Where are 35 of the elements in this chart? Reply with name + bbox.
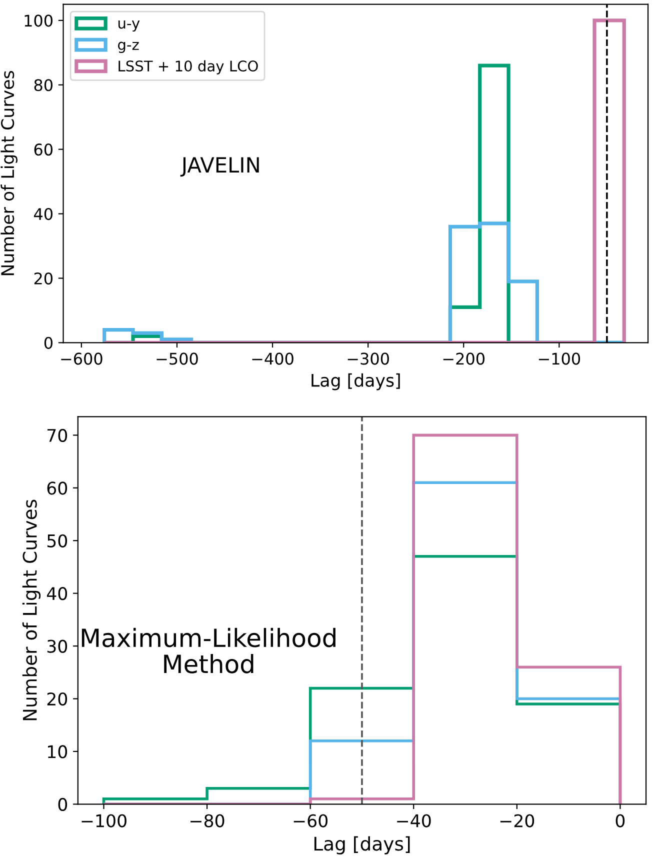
y-tick-label: 20 — [47, 692, 68, 706]
y-tick-label: 100 — [24, 14, 52, 27]
legend-label: g-z — [118, 42, 139, 53]
legend-label: LSST + 10 day LCO — [118, 60, 258, 74]
annotation: JAVELIN — [180, 157, 259, 177]
y-axis-title: Number of Light Curves — [0, 71, 18, 276]
x-tick-label: −100 — [82, 814, 126, 828]
x-tick-label: −40 — [397, 814, 431, 828]
y-tick-label: 50 — [47, 534, 68, 548]
y-tick-label: 80 — [34, 79, 52, 92]
y-tick-label: 20 — [34, 272, 52, 285]
y-tick-label: 40 — [46, 587, 68, 600]
x-tick-label: −600 — [61, 352, 102, 365]
x-tick-label: −100 — [538, 352, 580, 365]
y-tick-label: 0 — [58, 798, 68, 812]
y-tick-label: 60 — [47, 482, 68, 495]
y-tick-label: 0 — [44, 336, 52, 349]
annotation: Maximum-Likelihood Method — [82, 628, 336, 674]
x-tick-label: −400 — [252, 352, 294, 365]
x-axis-title: Lag [days] — [314, 836, 410, 854]
x-tick-label: −60 — [294, 814, 328, 828]
x-tick-label: −300 — [348, 352, 389, 365]
y-tick-label: 60 — [34, 144, 52, 156]
x-tick-label: −500 — [156, 352, 198, 365]
y-tick-label: 30 — [47, 640, 68, 653]
y-tick-label: 10 — [48, 745, 68, 758]
x-tick-label: −80 — [190, 814, 224, 828]
legend-label: u-y — [118, 20, 140, 32]
x-tick-label: −20 — [500, 814, 534, 828]
y-tick-label: 70 — [48, 428, 68, 442]
x-tick-label: 0 — [616, 814, 625, 828]
y-axis-title: Number of Light Curves — [22, 500, 41, 720]
y-tick-label: 40 — [34, 208, 52, 220]
x-tick-label: −200 — [443, 352, 484, 365]
x-axis-title: Lag [days] — [312, 373, 400, 390]
